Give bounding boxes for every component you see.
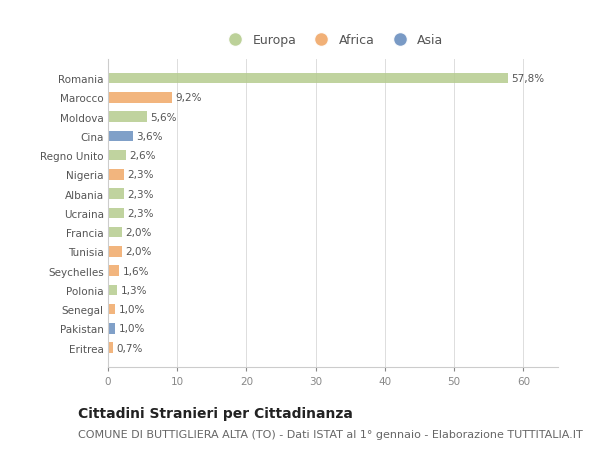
Bar <box>108 93 172 103</box>
Bar <box>108 189 124 200</box>
Bar <box>108 304 115 315</box>
Bar <box>108 73 508 84</box>
Bar <box>108 227 122 238</box>
Text: COMUNE DI BUTTIGLIERA ALTA (TO) - Dati ISTAT al 1° gennaio - Elaborazione TUTTIT: COMUNE DI BUTTIGLIERA ALTA (TO) - Dati I… <box>78 429 583 439</box>
Bar <box>108 151 126 161</box>
Bar <box>108 285 117 296</box>
Text: 1,0%: 1,0% <box>118 304 145 314</box>
Bar <box>108 266 119 276</box>
Text: Cittadini Stranieri per Cittadinanza: Cittadini Stranieri per Cittadinanza <box>78 406 353 420</box>
Text: 1,6%: 1,6% <box>122 266 149 276</box>
Bar <box>108 246 122 257</box>
Text: 2,0%: 2,0% <box>125 247 152 257</box>
Text: 1,3%: 1,3% <box>121 285 147 295</box>
Text: 2,0%: 2,0% <box>125 228 152 238</box>
Text: 0,7%: 0,7% <box>116 343 143 353</box>
Bar <box>108 170 124 180</box>
Text: 2,6%: 2,6% <box>130 151 156 161</box>
Text: 57,8%: 57,8% <box>512 74 545 84</box>
Text: 5,6%: 5,6% <box>150 112 177 123</box>
Text: 9,2%: 9,2% <box>175 93 202 103</box>
Bar <box>108 131 133 142</box>
Text: 1,0%: 1,0% <box>118 324 145 334</box>
Legend: Europa, Africa, Asia: Europa, Africa, Asia <box>218 29 449 52</box>
Bar <box>108 343 113 353</box>
Bar <box>108 208 124 219</box>
Text: 2,3%: 2,3% <box>127 208 154 218</box>
Text: 2,3%: 2,3% <box>127 189 154 199</box>
Bar <box>108 324 115 334</box>
Bar <box>108 112 147 123</box>
Text: 3,6%: 3,6% <box>136 132 163 141</box>
Text: 2,3%: 2,3% <box>127 170 154 180</box>
